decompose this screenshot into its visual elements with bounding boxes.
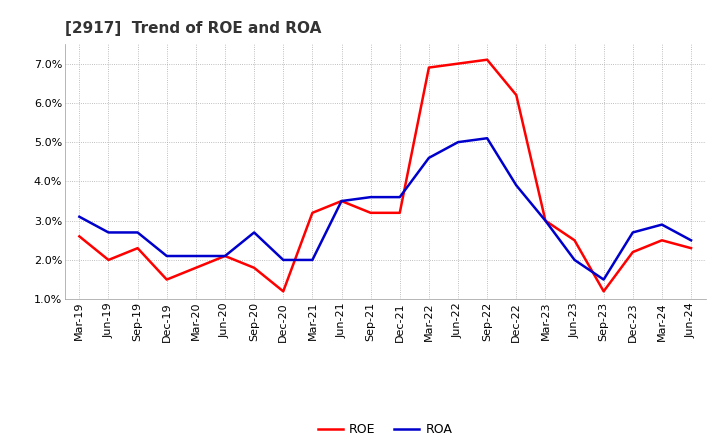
ROE xyxy=(454,61,462,66)
ROA xyxy=(192,253,200,259)
ROA xyxy=(657,222,666,227)
ROE xyxy=(483,57,492,62)
ROA xyxy=(279,257,287,263)
ROE xyxy=(250,265,258,271)
ROE xyxy=(133,246,142,251)
ROE xyxy=(366,210,375,216)
ROE xyxy=(570,238,579,243)
ROA xyxy=(483,136,492,141)
ROA xyxy=(395,194,404,200)
ROE xyxy=(657,238,666,243)
ROE xyxy=(687,246,696,251)
ROA xyxy=(337,198,346,204)
ROE xyxy=(279,289,287,294)
ROE xyxy=(395,210,404,216)
ROE xyxy=(425,65,433,70)
ROE xyxy=(599,289,608,294)
ROA xyxy=(570,257,579,263)
ROA xyxy=(75,214,84,220)
ROA xyxy=(425,155,433,161)
Text: [2917]  Trend of ROE and ROA: [2917] Trend of ROE and ROA xyxy=(65,21,321,36)
ROE xyxy=(75,234,84,239)
ROE xyxy=(541,218,550,224)
ROA xyxy=(599,277,608,282)
ROA xyxy=(629,230,637,235)
ROA xyxy=(366,194,375,200)
ROA xyxy=(541,218,550,224)
ROA xyxy=(512,183,521,188)
ROE xyxy=(104,257,113,263)
ROA xyxy=(250,230,258,235)
Line: ROA: ROA xyxy=(79,138,691,279)
ROE xyxy=(308,210,317,216)
ROA xyxy=(454,139,462,145)
ROA xyxy=(308,257,317,263)
ROE xyxy=(163,277,171,282)
Legend: ROE, ROA: ROE, ROA xyxy=(313,418,457,440)
ROE xyxy=(629,249,637,255)
Line: ROE: ROE xyxy=(79,60,691,291)
ROA xyxy=(104,230,113,235)
ROE xyxy=(512,92,521,98)
ROA xyxy=(220,253,229,259)
ROE xyxy=(337,198,346,204)
ROE xyxy=(192,265,200,271)
ROE xyxy=(220,253,229,259)
ROA xyxy=(133,230,142,235)
ROA xyxy=(687,238,696,243)
ROA xyxy=(163,253,171,259)
